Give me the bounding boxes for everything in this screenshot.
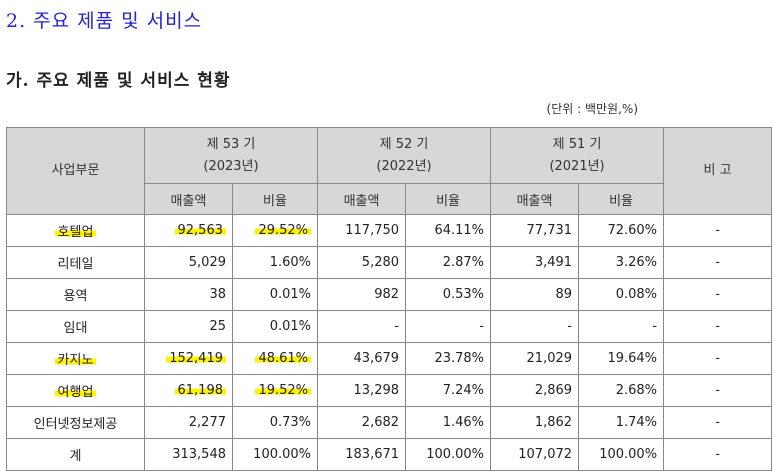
subheader-ratio: 비율 bbox=[231, 183, 319, 215]
table-row: 임대 25 0.01% - - - - - bbox=[6, 310, 773, 343]
note-value: - bbox=[663, 278, 773, 311]
segment-label: 인터넷정보제공 bbox=[6, 406, 145, 439]
sales-value: 152,419 bbox=[166, 351, 226, 366]
sales-value: 2,869 bbox=[490, 374, 580, 407]
ratio-value: 72.60% bbox=[578, 214, 665, 247]
subheader-sales: 매출액 bbox=[317, 183, 407, 215]
ratio-value: 100.00% bbox=[405, 438, 492, 471]
sales-value: 61,198 bbox=[174, 383, 226, 398]
subheader-sales: 매출액 bbox=[144, 183, 233, 215]
ratio-value: 0.73% bbox=[231, 406, 319, 439]
header-period-51: 제 51 기 (2021년) bbox=[490, 127, 665, 184]
sales-value: 2,277 bbox=[144, 406, 233, 439]
sales-value: 117,750 bbox=[317, 214, 407, 247]
subheader-ratio: 비율 bbox=[405, 183, 492, 215]
period-year: (2023년) bbox=[203, 158, 259, 174]
table-row: 여행업 61,198 19.52% 13,298 7.24% 2,869 2.6… bbox=[6, 374, 773, 407]
segment-label: 용역 bbox=[6, 278, 145, 311]
period-term: 제 53 기 bbox=[206, 136, 256, 152]
ratio-value: 48.61% bbox=[255, 351, 312, 366]
section-title: 2. 주요 제품 및 서비스 bbox=[6, 10, 203, 32]
table-row: 카지노 152,419 48.61% 43,679 23.78% 21,029 … bbox=[6, 342, 773, 375]
note-value: - bbox=[663, 406, 773, 439]
unit-note: (단위 : 백만원,%) bbox=[546, 102, 638, 116]
subheader-ratio: 비율 bbox=[578, 183, 665, 215]
segment-label: 호텔업 bbox=[54, 225, 97, 240]
sales-value: - bbox=[317, 310, 407, 343]
sales-value: - bbox=[490, 310, 580, 343]
sales-value: 25 bbox=[144, 310, 233, 343]
period-term: 제 51 기 bbox=[552, 136, 602, 152]
segment-label: 임대 bbox=[6, 310, 145, 343]
ratio-value: 1.60% bbox=[231, 246, 319, 279]
note-value: - bbox=[663, 310, 773, 343]
sales-value: 1,862 bbox=[490, 406, 580, 439]
ratio-value: 1.74% bbox=[578, 406, 665, 439]
subsection-title: 가. 주요 제품 및 서비스 현황 bbox=[6, 71, 231, 91]
ratio-value: 100.00% bbox=[578, 438, 665, 471]
sales-value: 107,072 bbox=[490, 438, 580, 471]
segment-label: 여행업 bbox=[54, 385, 97, 400]
header-period-52: 제 52 기 (2022년) bbox=[317, 127, 492, 184]
ratio-value: 7.24% bbox=[405, 374, 492, 407]
sales-value: 982 bbox=[317, 278, 407, 311]
segment-label: 계 bbox=[6, 438, 145, 471]
sales-value: 77,731 bbox=[490, 214, 580, 247]
note-value: - bbox=[663, 374, 773, 407]
ratio-value: 29.52% bbox=[255, 223, 312, 238]
period-year: (2021년) bbox=[549, 158, 605, 174]
ratio-value: 100.00% bbox=[231, 438, 319, 471]
ratio-value: 0.01% bbox=[231, 310, 319, 343]
header-segment: 사업부문 bbox=[6, 127, 145, 215]
sales-value: 3,491 bbox=[490, 246, 580, 279]
ratio-value: 19.64% bbox=[578, 342, 665, 375]
segment-label: 리테일 bbox=[6, 246, 145, 279]
ratio-value: - bbox=[405, 310, 492, 343]
period-year: (2022년) bbox=[376, 158, 432, 174]
sales-value: 43,679 bbox=[317, 342, 407, 375]
ratio-value: 3.26% bbox=[578, 246, 665, 279]
ratio-value: - bbox=[578, 310, 665, 343]
ratio-value: 23.78% bbox=[405, 342, 492, 375]
sales-value: 313,548 bbox=[144, 438, 233, 471]
ratio-value: 2.87% bbox=[405, 246, 492, 279]
sales-value: 5,280 bbox=[317, 246, 407, 279]
subheader-sales: 매출액 bbox=[490, 183, 580, 215]
note-value: - bbox=[663, 438, 773, 471]
header-period-53: 제 53 기 (2023년) bbox=[143, 127, 319, 184]
ratio-value: 0.08% bbox=[578, 278, 665, 311]
period-term: 제 52 기 bbox=[379, 136, 429, 152]
sales-value: 5,029 bbox=[144, 246, 233, 279]
sales-value: 183,671 bbox=[317, 438, 407, 471]
table-row: 리테일 5,029 1.60% 5,280 2.87% 3,491 3.26% … bbox=[6, 246, 773, 279]
note-value: - bbox=[663, 246, 773, 279]
products-services-table: 사업부문 제 53 기 (2023년) 제 52 기 (2022년) 제 51 … bbox=[6, 127, 773, 471]
ratio-value: 19.52% bbox=[255, 383, 312, 398]
sales-value: 13,298 bbox=[317, 374, 407, 407]
header-note: 비 고 bbox=[663, 127, 773, 215]
ratio-value: 0.53% bbox=[405, 278, 492, 311]
ratio-value: 1.46% bbox=[405, 406, 492, 439]
sales-value: 21,029 bbox=[490, 342, 580, 375]
total-row: 계 313,548 100.00% 183,671 100.00% 107,07… bbox=[6, 438, 773, 471]
table-row: 호텔업 92,563 29.52% 117,750 64.11% 77,731 … bbox=[6, 214, 773, 247]
note-value: - bbox=[663, 342, 773, 375]
ratio-value: 2.68% bbox=[578, 374, 665, 407]
sales-value: 38 bbox=[144, 278, 233, 311]
sales-value: 2,682 bbox=[317, 406, 407, 439]
ratio-value: 64.11% bbox=[405, 214, 492, 247]
sales-value: 89 bbox=[490, 278, 580, 311]
ratio-value: 0.01% bbox=[231, 278, 319, 311]
sales-value: 92,563 bbox=[174, 223, 226, 238]
table-row: 용역 38 0.01% 982 0.53% 89 0.08% - bbox=[6, 278, 773, 311]
segment-label: 카지노 bbox=[54, 353, 97, 368]
note-value: - bbox=[663, 214, 773, 247]
table-row: 인터넷정보제공 2,277 0.73% 2,682 1.46% 1,862 1.… bbox=[6, 406, 773, 439]
